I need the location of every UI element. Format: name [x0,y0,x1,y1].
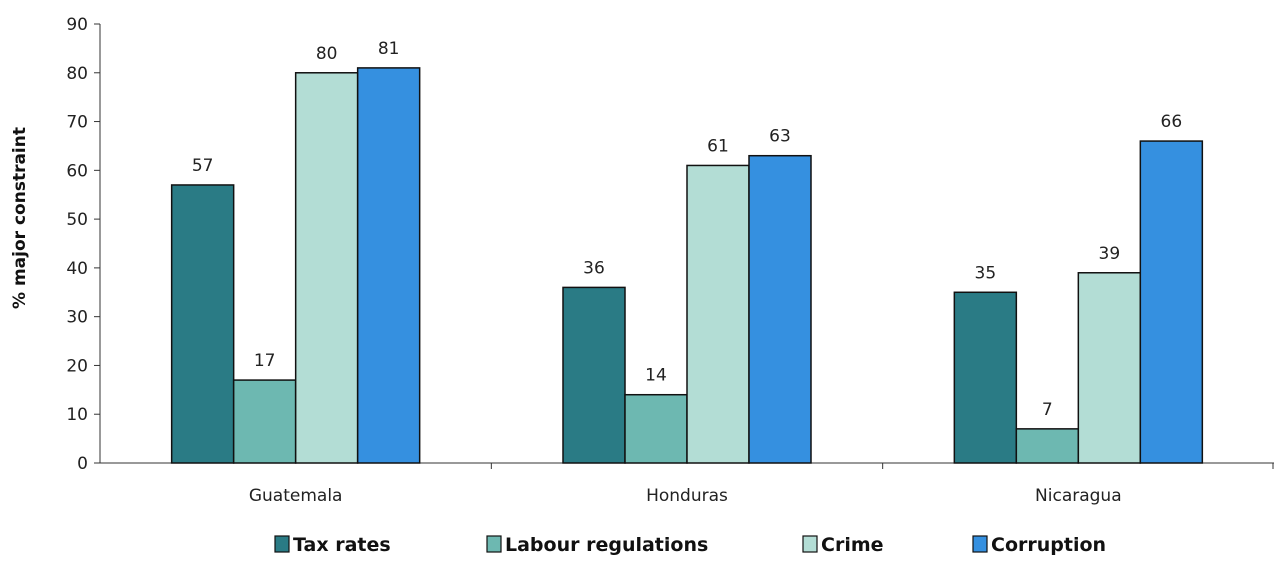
y-tick-label: 60 [66,161,88,181]
data-label: 7 [1042,400,1053,420]
bar-tax-rates [170,184,235,464]
y-tick-label: 50 [66,210,88,230]
y-tick-label: 20 [66,356,88,376]
legend-label: Labour regulations [505,534,708,556]
x-category-label: Guatemala [249,486,343,506]
y-tick-label: 40 [66,259,88,279]
bar-crime [294,72,359,464]
data-label: 36 [583,258,605,278]
bar-corruption [748,154,812,464]
data-label: 66 [1161,112,1183,132]
data-label: 17 [254,351,276,371]
data-label: 39 [1099,244,1121,264]
legend: Tax rates Labour regulations Crime Corrupti… [274,534,1106,556]
y-axis-title: % major constraint [10,127,30,309]
legend-label: Tax rates [293,534,391,556]
data-label: 57 [192,156,214,176]
y-tick-label: 80 [66,64,88,84]
bar-corruption [1139,140,1204,464]
y-tick-label: 30 [66,308,88,328]
bars [170,67,1204,464]
data-label: 63 [769,127,791,147]
y-tick-label: 90 [66,15,88,35]
y-tick-label: 10 [66,405,88,425]
legend-swatch [486,535,502,553]
data-label: 81 [378,39,400,59]
data-label: 61 [707,136,729,156]
bar-labour-regulations [232,379,297,464]
data-label: 14 [645,366,667,386]
bar-crime [1077,272,1142,464]
x-category-label: Honduras [646,486,728,506]
y-tick-label: 70 [66,113,88,133]
bar-crime [686,164,750,464]
data-label: 35 [975,263,997,283]
x-category-label: Nicaragua [1035,486,1122,506]
data-label: 80 [316,44,338,64]
legend-swatch [972,535,988,553]
bar-tax-rates [953,291,1018,464]
bar-labour-regulations [1015,428,1080,464]
bar-tax-rates [562,286,626,464]
bar-labour-regulations [624,393,688,464]
legend-swatch [802,535,818,553]
bar-corruption [356,67,421,464]
legend-swatch [274,535,290,553]
labels: Guatemala 57 17 80 81 Honduras 36 14 61 63 Nicarag… [192,39,1182,506]
legend-label: Corruption [991,534,1106,556]
y-tick-label: 0 [77,454,88,474]
legend-label: Crime [821,534,884,556]
